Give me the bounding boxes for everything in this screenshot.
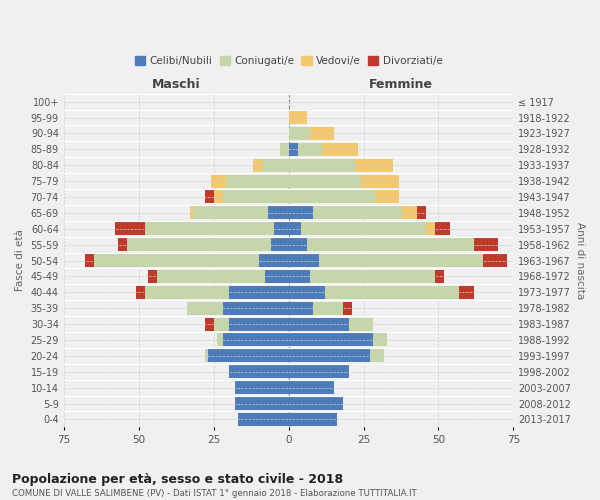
Bar — [229, 365, 289, 378]
Bar — [373, 334, 388, 346]
Bar — [289, 158, 355, 172]
Bar — [235, 381, 289, 394]
Bar — [289, 238, 307, 251]
Bar — [289, 365, 349, 378]
Bar — [427, 222, 436, 235]
Bar — [289, 270, 310, 283]
Bar — [211, 174, 226, 188]
Bar — [289, 381, 334, 394]
Bar — [436, 222, 451, 235]
Bar — [145, 286, 229, 299]
Bar — [289, 286, 325, 299]
Bar — [229, 286, 289, 299]
Bar — [118, 238, 127, 251]
Bar — [289, 397, 343, 410]
Bar — [145, 222, 274, 235]
Bar — [127, 238, 271, 251]
Bar — [214, 190, 223, 203]
Bar — [148, 270, 157, 283]
Bar — [289, 143, 298, 156]
Bar — [475, 238, 499, 251]
Bar — [193, 206, 268, 220]
Bar — [289, 174, 361, 188]
Bar — [238, 413, 289, 426]
Bar — [460, 286, 475, 299]
Bar — [343, 302, 352, 314]
Bar — [268, 206, 289, 220]
Bar — [319, 254, 484, 267]
Bar — [262, 158, 289, 172]
Bar — [307, 238, 475, 251]
Bar — [226, 174, 289, 188]
Bar — [214, 318, 229, 330]
Bar — [289, 111, 307, 124]
Bar — [310, 127, 334, 140]
Bar — [418, 206, 427, 220]
Text: Popolazione per età, sesso e stato civile - 2018: Popolazione per età, sesso e stato civil… — [12, 472, 343, 486]
Y-axis label: Anni di nascita: Anni di nascita — [575, 222, 585, 299]
Bar — [136, 286, 145, 299]
Bar — [289, 318, 349, 330]
Bar — [190, 206, 193, 220]
Bar — [229, 318, 289, 330]
Bar — [289, 127, 310, 140]
Bar — [349, 318, 373, 330]
Bar — [355, 158, 394, 172]
Bar — [271, 238, 289, 251]
Bar — [223, 190, 289, 203]
Y-axis label: Fasce di età: Fasce di età — [15, 230, 25, 292]
Bar — [403, 206, 418, 220]
Bar — [259, 254, 289, 267]
Bar — [223, 302, 289, 314]
Bar — [85, 254, 94, 267]
Bar — [289, 334, 373, 346]
Legend: Celibi/Nubili, Coniugati/e, Vedovi/e, Divorziati/e: Celibi/Nubili, Coniugati/e, Vedovi/e, Di… — [131, 52, 446, 70]
Bar — [289, 350, 370, 362]
Bar — [376, 190, 400, 203]
Bar — [484, 254, 508, 267]
Bar — [298, 143, 322, 156]
Bar — [94, 254, 259, 267]
Bar — [289, 254, 319, 267]
Bar — [361, 174, 400, 188]
Bar — [301, 222, 427, 235]
Bar — [289, 190, 376, 203]
Bar — [313, 206, 403, 220]
Bar — [289, 413, 337, 426]
Bar — [223, 334, 289, 346]
Text: Femmine: Femmine — [369, 78, 433, 90]
Bar — [265, 270, 289, 283]
Bar — [157, 270, 265, 283]
Bar — [205, 318, 214, 330]
Bar — [325, 286, 460, 299]
Bar — [289, 302, 313, 314]
Bar — [205, 350, 208, 362]
Bar — [208, 350, 289, 362]
Bar — [235, 397, 289, 410]
Bar — [370, 350, 385, 362]
Text: COMUNE DI VALLE SALIMBENE (PV) - Dati ISTAT 1° gennaio 2018 - Elaborazione TUTTI: COMUNE DI VALLE SALIMBENE (PV) - Dati IS… — [12, 489, 417, 498]
Bar — [187, 302, 223, 314]
Bar — [310, 270, 436, 283]
Bar — [217, 334, 223, 346]
Bar — [313, 302, 343, 314]
Bar — [205, 190, 214, 203]
Text: Maschi: Maschi — [152, 78, 200, 90]
Bar — [436, 270, 445, 283]
Bar — [274, 222, 289, 235]
Bar — [115, 222, 145, 235]
Bar — [280, 143, 289, 156]
Bar — [322, 143, 358, 156]
Bar — [289, 206, 313, 220]
Bar — [253, 158, 262, 172]
Bar — [289, 222, 301, 235]
